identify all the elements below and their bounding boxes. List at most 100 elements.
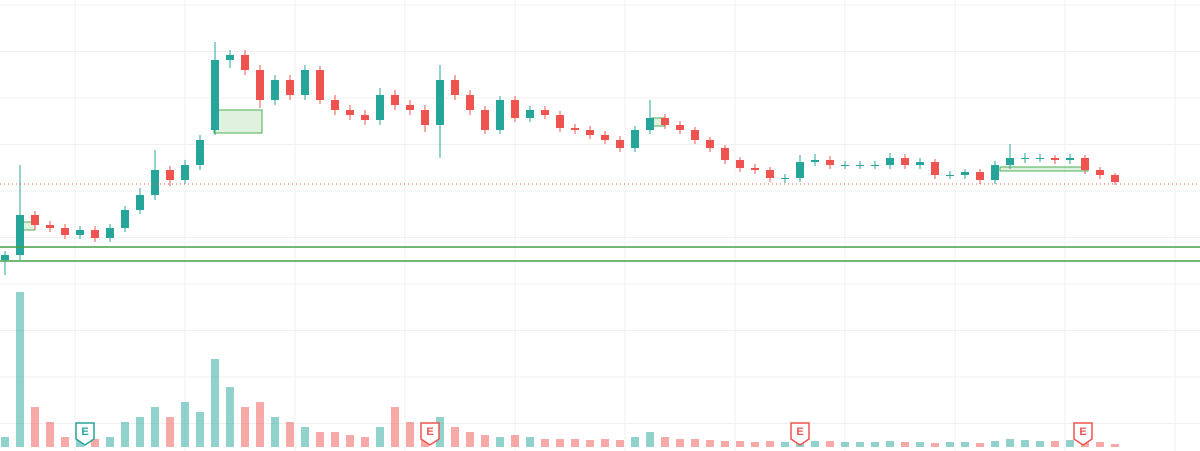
candle-body — [436, 80, 444, 125]
volume-bar — [466, 432, 474, 447]
candle-body — [676, 125, 684, 130]
candle-body — [556, 115, 564, 128]
candle-body — [511, 100, 519, 118]
candle-body — [151, 170, 159, 195]
candle-body — [736, 160, 744, 168]
candle-body — [631, 130, 639, 148]
candle-body — [256, 70, 264, 100]
candle-body — [181, 165, 189, 180]
candle-body — [481, 110, 489, 130]
volume-bar — [616, 440, 624, 447]
candle-body — [1021, 158, 1029, 159]
volume-bar — [541, 439, 549, 447]
volume-bar — [436, 417, 444, 447]
volume-bar — [16, 292, 24, 447]
candle-body — [376, 95, 384, 120]
volume-bar — [331, 432, 339, 447]
volume-bar — [151, 407, 159, 447]
volume-bar — [451, 427, 459, 447]
volume-bar — [361, 437, 369, 447]
candle-body — [1111, 175, 1119, 182]
candle-body — [616, 140, 624, 148]
event-label: E — [81, 426, 88, 438]
candle-body — [1, 255, 9, 260]
volume-bar — [706, 440, 714, 447]
candle-body — [496, 100, 504, 130]
candle-body — [826, 160, 834, 165]
volume-bar — [106, 437, 114, 447]
candle-body — [421, 110, 429, 125]
volume-bar — [181, 402, 189, 447]
volume-bar — [571, 439, 579, 447]
volume-bar — [91, 439, 99, 447]
volume-bar — [1066, 440, 1074, 447]
candle-body — [961, 172, 969, 175]
candle-body — [601, 135, 609, 140]
volume-bar — [886, 441, 894, 447]
candle-body — [406, 105, 414, 110]
candle-body — [721, 148, 729, 160]
volume-bar — [271, 417, 279, 447]
volume-bar — [721, 441, 729, 447]
volume-bar — [166, 417, 174, 447]
candle-body — [346, 110, 354, 115]
volume-bar — [346, 435, 354, 447]
volume-bar — [31, 407, 39, 447]
candle-body — [1081, 158, 1089, 170]
candle-body — [271, 80, 279, 100]
volume-bar — [1036, 441, 1044, 447]
volume-bar — [586, 440, 594, 447]
candle-body — [1036, 158, 1044, 159]
candle-body — [361, 115, 369, 120]
candle-body — [316, 70, 324, 100]
volume-bar — [511, 435, 519, 447]
volume-bar — [931, 443, 939, 447]
candle-body — [526, 110, 534, 118]
volume-bar — [481, 435, 489, 447]
candle-body — [886, 158, 894, 165]
candle-body — [1096, 170, 1104, 175]
candle-body — [61, 228, 69, 235]
volume-bar — [871, 442, 879, 447]
candle-body — [1051, 158, 1059, 160]
candle-body — [766, 170, 774, 178]
candle-body — [661, 118, 669, 125]
candle-body — [931, 162, 939, 175]
volume-bar — [256, 402, 264, 447]
volume-bar — [901, 442, 909, 447]
volume-bar — [241, 407, 249, 447]
volume-bar — [766, 441, 774, 447]
candle-body — [301, 70, 309, 95]
volume-bar — [811, 441, 819, 447]
candle-body — [901, 158, 909, 165]
volume-bar — [391, 407, 399, 447]
volume-bar — [826, 441, 834, 447]
zone-box — [999, 166, 1089, 172]
volume-bar — [496, 437, 504, 447]
candle-body — [991, 165, 999, 180]
volume-bar — [841, 442, 849, 447]
candle-body — [856, 165, 864, 166]
candle-body — [751, 168, 759, 170]
candle-body — [136, 195, 144, 210]
candle-body — [331, 100, 339, 110]
volume-bar — [661, 437, 669, 447]
volume-bar — [856, 442, 864, 447]
volume-bar — [121, 422, 129, 447]
candle-body — [166, 170, 174, 180]
candle-body — [916, 162, 924, 165]
candle-body — [226, 55, 234, 60]
event-badge — [1073, 422, 1093, 446]
volume-bar — [631, 437, 639, 447]
candle-body — [1066, 158, 1074, 160]
candle-body — [691, 130, 699, 140]
candle-body — [946, 175, 954, 176]
event-label: E — [796, 426, 803, 438]
volume-bar — [301, 427, 309, 447]
candle-body — [16, 215, 24, 255]
volume-bar — [136, 417, 144, 447]
volume-bar — [736, 441, 744, 447]
volume-bar — [1021, 440, 1029, 447]
